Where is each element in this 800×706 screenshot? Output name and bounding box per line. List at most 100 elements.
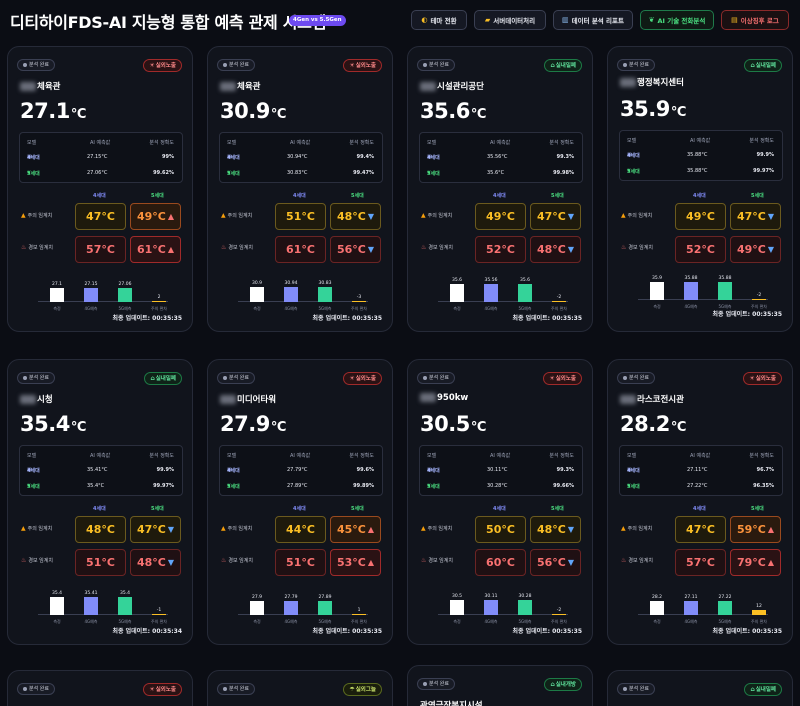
gen5-prediction: 35.6°C <box>487 170 505 176</box>
robot-icon: ▣ <box>227 154 232 160</box>
report-button[interactable]: ▥ 데이터 분석 리포트 <box>553 10 633 30</box>
server-data-button[interactable]: ▰ 서버데이터처리 <box>474 10 546 30</box>
table-row: ▣ 4세대 35.41°C 99.9% <box>20 467 182 481</box>
card-name-text: 체육관 <box>37 82 61 92</box>
gen4-prediction: 27.11°C <box>687 467 708 473</box>
bar-value-label: 28.2 <box>651 594 663 600</box>
table-row: ▣ 4세대 35.88°C 99.9% <box>620 152 782 166</box>
sensor-card[interactable]: 분석 완료 ⌂실내밀폐 행정복지센터 35.9°C 모델 AI 예측값 분석 정… <box>607 46 793 332</box>
gen5-caution-box: 47°C ▼ <box>730 203 781 230</box>
sensor-card[interactable]: 분석 완료 ⌂실내밀폐 시설관리공단 35.6°C 모델 AI 예측값 분석 정… <box>407 46 593 332</box>
bar-category-label: 측정 <box>253 306 261 311</box>
sensor-card[interactable]: 분석 완료 ☂실외그늘 <box>207 670 393 706</box>
alarm-label-text: 경보 임계치 <box>428 245 453 251</box>
sensor-card[interactable]: 분석 완료 ☀실외노출 미디어타워 27.9°C 모델 AI 예측값 분석 정확… <box>207 359 393 645</box>
gen5-alarm-value: 56°C <box>336 243 366 256</box>
gen4-alarm-box: 60°C <box>475 549 526 576</box>
sensor-card[interactable]: 분석 완료 ☀실외노출 950kw 30.5°C 모델 AI 예측값 분석 정확… <box>407 359 593 645</box>
location-badge: ☀실외노출 <box>543 372 582 385</box>
status-badge: 분석 완료 <box>417 59 455 71</box>
status-label: 분석 완료 <box>229 375 249 381</box>
caution-label-text: 주의 임계치 <box>427 213 453 219</box>
arrow-down-icon: ▼ <box>367 245 375 254</box>
gen4-caution-value: 44°C <box>286 523 315 536</box>
col-prediction: AI 예측값 <box>290 453 311 459</box>
arrow-up-icon: ▲ <box>367 558 375 567</box>
card-name-text: 관영극장복지시설 <box>420 701 483 706</box>
temperature-value: 35.6 <box>420 99 470 123</box>
card-name: 950kw <box>420 393 468 403</box>
bar-value-label: 30.5 <box>451 593 463 599</box>
theme-toggle-button[interactable]: ◐ 테마 전환 <box>411 10 467 30</box>
col-model: 모델 <box>27 140 37 146</box>
sensor-card[interactable]: 분석 완료 ☀실외노출 <box>7 670 193 706</box>
status-dot-icon <box>623 686 627 691</box>
location-label: 실내밀폐 <box>755 63 776 69</box>
temperature-unit: °C <box>270 420 287 435</box>
card-name: 시설관리공단 <box>420 80 484 92</box>
sensor-card[interactable]: 분석 완료 ⌂실내밀폐 <box>607 670 793 706</box>
alarm-icon: ♨ <box>221 557 227 564</box>
bar-value-label: 35.4 <box>119 591 131 597</box>
bar-category-label: 측정 <box>253 619 261 624</box>
house-icon: ⌂ <box>550 62 555 69</box>
bar-diff <box>152 613 166 615</box>
table-row: ❦ 5세대 35.88°C 99.97% <box>620 168 782 182</box>
gen4-alarm-value: 57°C <box>86 243 115 256</box>
arrow-down-icon: ▼ <box>567 245 575 254</box>
bar-category-label: 4G예측 <box>484 619 498 624</box>
threshold-gen5-header: 5세대 <box>151 193 164 199</box>
status-label: 분석 완료 <box>29 62 49 68</box>
threshold-gen5-header: 5세대 <box>751 506 764 512</box>
robot-icon: ▣ <box>627 467 632 473</box>
location-label: 실외노출 <box>155 687 176 693</box>
chart-baseline <box>638 614 768 615</box>
gen5-prediction: 27.22°C <box>687 483 708 489</box>
anomaly-log-button[interactable]: ▤ 이상징후 로그 <box>721 10 789 30</box>
bar-category-label: 주의 편차 <box>751 304 767 309</box>
gen5-accuracy: 96.35% <box>753 483 774 489</box>
status-badge: 분석 완료 <box>617 59 655 71</box>
status-badge: 분석 완료 <box>417 678 455 690</box>
sensor-card[interactable]: 분석 완료 ☀실외노출 라스코전시관 28.2°C 모델 AI 예측값 분석 정… <box>607 359 793 645</box>
col-model: 모델 <box>627 138 637 144</box>
bar-category-label: 측정 <box>53 619 61 624</box>
table-row: ▣ 4세대 27.11°C 96.7% <box>620 467 782 481</box>
sensor-card[interactable]: 분석 완료 ☀실외노출 체육관 30.9°C 모델 AI 예측값 분석 정확도 … <box>207 46 393 332</box>
bar-category-label: 측정 <box>653 304 661 309</box>
last-updated: 최종 업데이트: 00:35:35 <box>712 309 782 318</box>
ai-analysis-button[interactable]: ❦ AI 기술 전화분석 <box>640 10 714 30</box>
bar-category-label: 5G예측 <box>718 619 732 624</box>
gen4-alarm-value: 60°C <box>486 556 515 569</box>
gen4-caution-box: 50°C <box>475 516 526 543</box>
gen5-accuracy: 99.97% <box>153 483 174 489</box>
gen5-accuracy: 99.98% <box>553 170 574 176</box>
temperature-value: 35.9 <box>620 97 670 121</box>
gen4-caution-value: 48°C <box>86 523 115 536</box>
half-moon-icon: ◐ <box>421 16 428 24</box>
sensor-card[interactable]: 분석 완료 ⌂실내개방 관영극장복지시설 <box>407 665 593 706</box>
caution-label-text: 주의 임계치 <box>427 526 453 532</box>
bar-g5 <box>318 601 332 615</box>
bar-actual <box>650 600 664 615</box>
arrow-down-icon: ▼ <box>167 558 175 567</box>
gen5-alarm-value: 53°C <box>336 556 366 569</box>
gen5-caution-value: 48°C <box>536 523 566 536</box>
ai-analysis-label: AI 기술 전화분석 <box>657 17 706 25</box>
bar-value-label: 35.56 <box>484 278 498 284</box>
chart-baseline <box>38 614 168 615</box>
sensor-card[interactable]: 분석 완료 ☀실외노출 체육관 27.1°C 모델 AI 예측값 분석 정확도 … <box>7 46 193 332</box>
bar-value-label: 35.6 <box>451 278 463 284</box>
gen4-alarm-box: 52°C <box>675 236 726 263</box>
gen4-alarm-value: 57°C <box>686 556 715 569</box>
gen4-caution-value: 49°C <box>486 210 515 223</box>
bar-value-label: 27.1 <box>51 282 63 288</box>
bar-value-label: 30.11 <box>484 593 498 599</box>
sensor-card[interactable]: 분석 완료 ⌂실내밀폐 시청 35.4°C 모델 AI 예측값 분석 정확도 ▣… <box>7 359 193 645</box>
redacted-prefix <box>420 82 436 91</box>
gen4-accuracy: 99.4% <box>356 154 374 160</box>
bar-diff <box>352 613 366 615</box>
gen5-alarm-box: 48°C ▼ <box>530 236 581 263</box>
gen4-accuracy: 99.3% <box>556 154 574 160</box>
col-prediction: AI 예측값 <box>90 140 111 146</box>
